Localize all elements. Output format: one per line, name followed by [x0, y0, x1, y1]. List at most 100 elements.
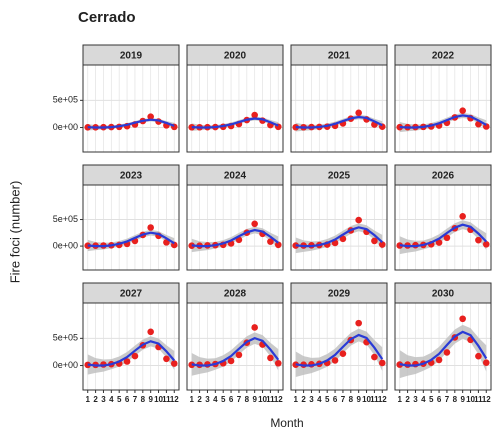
- x-tick-label: 5: [117, 395, 122, 404]
- x-tick-label: 2: [301, 395, 306, 404]
- x-tick-label: 5: [325, 395, 330, 404]
- y-tick-label: 5e+05: [53, 333, 78, 343]
- facet-label: 2028: [224, 289, 247, 300]
- x-tick-label: 12: [482, 395, 491, 404]
- panel-background: [83, 185, 179, 270]
- x-tick-label: 5: [221, 395, 226, 404]
- data-point: [251, 111, 258, 119]
- smooth-line: [191, 117, 279, 129]
- chart-title: Cerrado: [78, 9, 136, 26]
- facet-label: 2029: [328, 289, 351, 300]
- x-tick-label: 11: [266, 395, 275, 404]
- facet-label: 2024: [224, 171, 247, 182]
- facet-panel: 2021: [290, 44, 388, 153]
- data-point: [378, 241, 386, 248]
- panel-background: [187, 65, 283, 152]
- x-tick-label: 3: [413, 395, 418, 404]
- x-tick-label: 4: [213, 395, 218, 404]
- facet-panel: 2022: [394, 44, 492, 153]
- facet-panel: 2024: [186, 164, 284, 271]
- x-tick-label: 7: [237, 395, 242, 404]
- data-point: [274, 359, 282, 367]
- data-point: [267, 354, 274, 362]
- y-axis-title: Fire foci (number): [7, 181, 22, 284]
- x-tick-label: 8: [453, 395, 458, 404]
- facet-label: 2027: [120, 289, 143, 300]
- smooth-line: [399, 330, 488, 367]
- facet-panel: 2020: [186, 44, 284, 153]
- x-tick-label: 2: [405, 395, 410, 404]
- data-point: [274, 241, 282, 249]
- x-tick-label: 6: [437, 395, 442, 404]
- x-tick-label: 10: [466, 395, 475, 404]
- facet-label: 2020: [224, 51, 247, 62]
- smooth-line: [87, 118, 175, 129]
- data-point: [147, 328, 154, 336]
- panel-border: [82, 64, 180, 153]
- x-tick-label: 10: [258, 395, 267, 404]
- y-tick-label: 0e+00: [53, 360, 78, 370]
- y-tick-label: 0e+00: [53, 240, 78, 250]
- facet-panel: 2025: [290, 164, 388, 271]
- x-tick-label: 3: [101, 395, 106, 404]
- data-point: [163, 355, 170, 363]
- data-point: [435, 356, 443, 364]
- smooth-line: [295, 226, 384, 248]
- data-point: [371, 353, 378, 361]
- x-tick-label: 10: [154, 395, 163, 404]
- x-tick-label: 9: [148, 395, 153, 404]
- data-point: [459, 213, 466, 220]
- x-tick-label: 9: [460, 395, 465, 404]
- panel-border: [82, 184, 180, 271]
- x-tick-label: 4: [109, 395, 114, 404]
- data-point: [443, 234, 451, 242]
- data-point: [482, 240, 490, 248]
- panel-border: [186, 184, 284, 271]
- x-tick-label: 1: [397, 395, 402, 404]
- panel-border: [290, 184, 388, 271]
- x-tick-label: 10: [362, 395, 371, 404]
- x-tick-label: 6: [229, 395, 234, 404]
- x-tick-label: 1: [293, 395, 298, 404]
- data-point: [459, 315, 466, 323]
- x-axis-title: Month: [270, 416, 303, 430]
- facet-label: 2019: [120, 51, 143, 62]
- x-tick-label: 1: [85, 395, 90, 404]
- y-tick-label: 0e+00: [53, 122, 78, 132]
- smooth-line: [295, 333, 384, 367]
- panel-border: [186, 64, 284, 153]
- x-tick-label: 12: [274, 395, 283, 404]
- x-tick-label: 12: [378, 395, 387, 404]
- facet-panel: 2019 0e+00 5e+05: [53, 44, 180, 153]
- x-tick-label: 8: [245, 395, 250, 404]
- panel-border: [394, 184, 492, 271]
- smooth-line: [399, 223, 488, 248]
- data-point: [339, 235, 347, 243]
- panel-border: [290, 302, 388, 391]
- data-point: [443, 349, 451, 356]
- data-point: [123, 358, 131, 365]
- x-tick-label: 2: [93, 395, 98, 404]
- x-tick-label: 8: [141, 395, 146, 404]
- data-point: [251, 324, 258, 331]
- panel-border: [394, 302, 492, 391]
- y-tick-label: 5e+05: [53, 214, 78, 224]
- x-tick-label: 1: [189, 395, 194, 404]
- smooth-line: [87, 231, 175, 248]
- x-tick-label: 11: [370, 395, 379, 404]
- data-point: [475, 236, 482, 244]
- data-point: [355, 319, 362, 327]
- x-tick-label: 7: [445, 395, 450, 404]
- panel-background: [187, 185, 283, 270]
- data-point: [435, 239, 443, 246]
- data-point: [459, 107, 466, 114]
- data-point: [339, 350, 347, 357]
- smooth-line: [399, 114, 487, 129]
- x-tick-label: 11: [162, 395, 171, 404]
- data-point: [235, 351, 243, 359]
- x-tick-label: 8: [349, 395, 354, 404]
- panel-background: [291, 65, 387, 152]
